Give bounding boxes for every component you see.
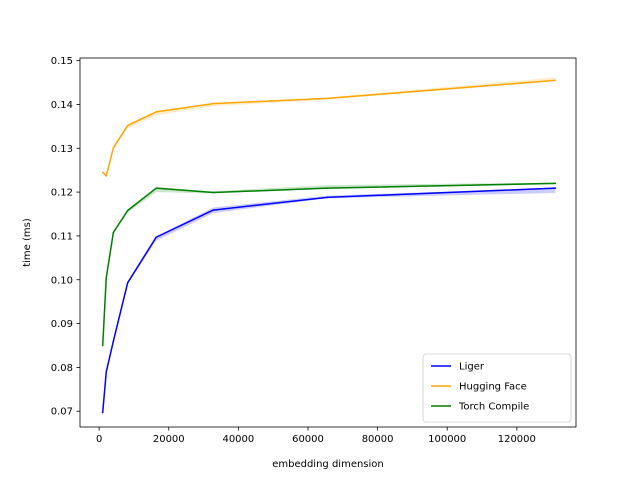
data-point-liger xyxy=(554,187,557,189)
legend: Liger Hugging Face Torch Compile xyxy=(422,353,572,423)
y-axis: 0.07 0.08 0.09 0.10 0.11 0.12 0.13 0.14 0.15 xyxy=(51,56,80,418)
data-point-liger xyxy=(155,236,157,239)
legend-label-liger: Liger xyxy=(459,362,485,373)
data-point-torch-compile xyxy=(112,231,115,234)
data-point-liger xyxy=(112,340,115,342)
series-line-liger xyxy=(101,187,556,413)
data-point-torch-compile xyxy=(126,209,129,212)
y-tick-label: 0.08 xyxy=(51,363,73,374)
y-tick-label: 0.15 xyxy=(51,56,73,67)
data-point-liger xyxy=(126,282,129,284)
plot-layer xyxy=(101,77,557,414)
data-point-hugging-face xyxy=(112,147,115,149)
data-point-torch-compile xyxy=(105,276,108,279)
y-tick-label: 0.10 xyxy=(51,275,73,286)
data-point-hugging-face xyxy=(212,102,214,105)
series-band-torch-compile xyxy=(102,182,556,346)
x-tick-label: 40000 xyxy=(222,434,254,445)
data-point-torch-compile xyxy=(326,187,329,189)
data-point-hugging-face xyxy=(326,97,329,100)
data-point-torch-compile xyxy=(101,344,104,347)
data-point-liger xyxy=(105,370,108,373)
y-tick-label: 0.11 xyxy=(51,231,73,242)
x-tick-label: 20000 xyxy=(153,434,185,445)
x-axis: 0 20000 40000 60000 80000 100000 120000 xyxy=(96,427,536,445)
x-tick-label: 0 xyxy=(96,434,102,445)
y-tick-label: 0.07 xyxy=(51,407,73,418)
y-tick-label: 0.14 xyxy=(51,100,73,111)
data-point-liger xyxy=(212,209,214,211)
series-band-hugging-face xyxy=(102,77,556,177)
data-point-hugging-face xyxy=(105,175,108,177)
series-line-torch-compile xyxy=(101,182,556,346)
data-point-hugging-face xyxy=(155,111,157,113)
data-point-torch-compile xyxy=(554,182,557,185)
legend-box xyxy=(422,353,572,423)
y-axis-label: time (ms) xyxy=(22,218,33,267)
y-tick-label: 0.09 xyxy=(51,319,73,330)
data-point-torch-compile xyxy=(212,191,214,194)
data-point-hugging-face xyxy=(101,171,104,174)
legend-label-hugging-face: Hugging Face xyxy=(459,382,527,393)
x-tick-label: 60000 xyxy=(292,434,324,445)
x-axis-label: embedding dimension xyxy=(272,459,384,470)
x-tick-label: 120000 xyxy=(498,434,536,445)
data-point-hugging-face xyxy=(126,124,129,127)
data-point-liger xyxy=(101,411,104,414)
series-line-hugging-face xyxy=(102,79,556,177)
x-tick-label: 100000 xyxy=(428,434,466,445)
y-tick-label: 0.13 xyxy=(51,144,73,155)
x-tick-label: 80000 xyxy=(362,434,394,445)
legend-label-torch-compile: Torch Compile xyxy=(458,402,529,413)
plot-area-frame xyxy=(79,57,577,428)
data-point-liger xyxy=(326,196,329,199)
data-point-hugging-face xyxy=(554,79,557,82)
data-point-torch-compile xyxy=(155,187,157,189)
y-tick-label: 0.12 xyxy=(51,188,73,199)
